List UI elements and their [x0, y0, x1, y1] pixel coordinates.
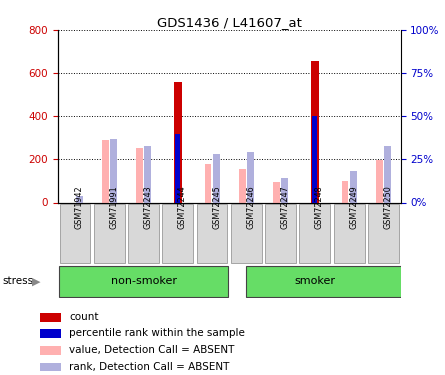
FancyBboxPatch shape — [162, 204, 193, 263]
Bar — [40, 363, 61, 372]
Text: smoker: smoker — [294, 276, 336, 286]
Bar — [136, 147, 143, 202]
Bar — [281, 178, 288, 203]
Bar — [384, 146, 391, 202]
FancyBboxPatch shape — [334, 204, 364, 263]
Bar — [312, 116, 317, 202]
FancyBboxPatch shape — [299, 204, 330, 263]
Text: GSM72244: GSM72244 — [178, 186, 187, 229]
FancyBboxPatch shape — [368, 204, 399, 263]
Bar — [247, 153, 254, 203]
Bar — [311, 61, 319, 202]
Bar — [174, 82, 182, 203]
Text: GSM72247: GSM72247 — [281, 186, 290, 230]
FancyBboxPatch shape — [59, 266, 228, 297]
Bar — [213, 154, 219, 203]
FancyBboxPatch shape — [60, 204, 90, 263]
Bar — [376, 160, 383, 202]
FancyBboxPatch shape — [128, 204, 159, 263]
Title: GDS1436 / L41607_at: GDS1436 / L41607_at — [157, 16, 302, 29]
Bar — [144, 146, 151, 202]
Bar — [40, 328, 61, 338]
Text: GSM72245: GSM72245 — [212, 186, 221, 230]
FancyBboxPatch shape — [231, 204, 262, 263]
Text: GSM72248: GSM72248 — [315, 186, 324, 229]
Bar — [273, 182, 280, 203]
Bar — [40, 313, 61, 322]
Text: non-smoker: non-smoker — [110, 276, 177, 286]
Bar — [342, 181, 348, 203]
Text: GSM72250: GSM72250 — [384, 186, 392, 230]
FancyBboxPatch shape — [246, 266, 416, 297]
Bar — [76, 196, 82, 202]
Text: stress: stress — [2, 276, 33, 286]
Text: GSM72246: GSM72246 — [247, 186, 255, 229]
FancyBboxPatch shape — [197, 204, 227, 263]
Bar — [350, 171, 356, 202]
Bar — [239, 169, 246, 202]
Text: ▶: ▶ — [32, 276, 40, 286]
Text: rank, Detection Call = ABSENT: rank, Detection Call = ABSENT — [69, 362, 229, 372]
Text: GSM72249: GSM72249 — [349, 186, 358, 230]
Bar — [102, 140, 109, 202]
Text: GSM72243: GSM72243 — [143, 186, 153, 229]
Text: value, Detection Call = ABSENT: value, Detection Call = ABSENT — [69, 345, 234, 355]
Text: GSM71991: GSM71991 — [109, 186, 118, 229]
Bar — [40, 346, 61, 355]
Text: percentile rank within the sample: percentile rank within the sample — [69, 328, 245, 338]
Text: count: count — [69, 312, 98, 322]
Text: GSM71942: GSM71942 — [75, 186, 84, 229]
Bar — [175, 134, 180, 202]
Bar — [205, 164, 211, 202]
Bar — [110, 139, 117, 202]
FancyBboxPatch shape — [265, 204, 296, 263]
FancyBboxPatch shape — [94, 204, 125, 263]
